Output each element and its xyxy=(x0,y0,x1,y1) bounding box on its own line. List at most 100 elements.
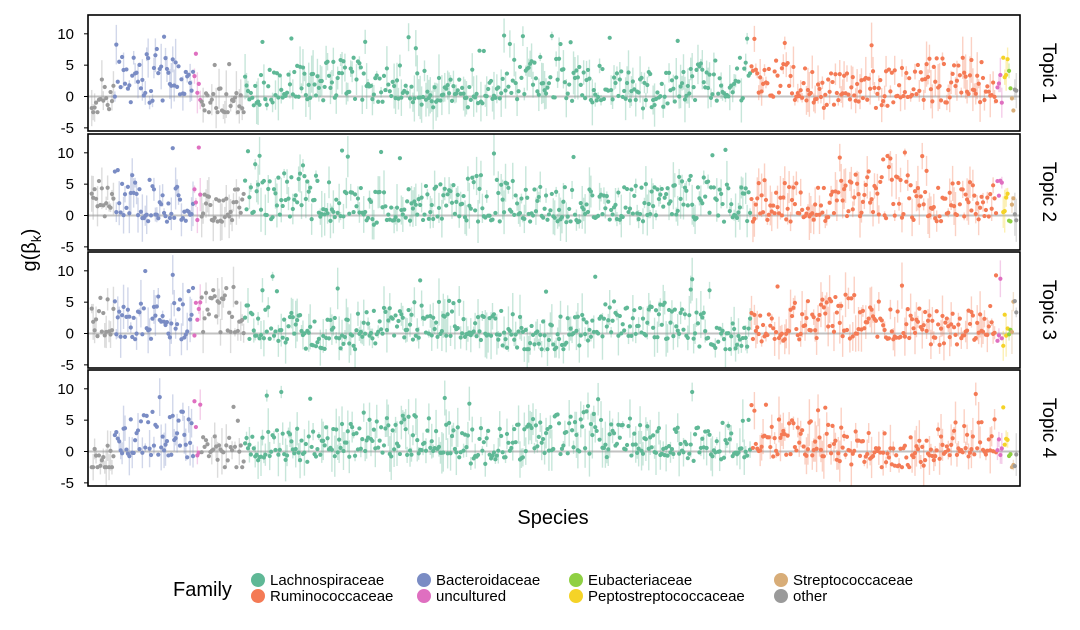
legend-swatch xyxy=(417,573,431,587)
species-point xyxy=(753,67,758,72)
species-point xyxy=(172,215,177,220)
species-point xyxy=(112,94,117,99)
species-point xyxy=(996,81,1002,86)
species-point xyxy=(264,102,269,108)
species-point xyxy=(535,89,540,94)
species-point xyxy=(334,427,339,432)
species-point xyxy=(227,435,232,440)
species-point xyxy=(574,432,579,437)
species-point xyxy=(896,201,902,206)
species-point xyxy=(881,450,886,455)
species-point xyxy=(251,446,256,451)
species-point xyxy=(287,214,293,219)
species-point xyxy=(371,222,376,227)
species-point xyxy=(623,96,628,101)
species-point xyxy=(976,217,981,222)
y-tick-label: 10 xyxy=(57,263,74,280)
species-point xyxy=(444,86,449,91)
species-point xyxy=(585,403,591,409)
species-point xyxy=(358,446,363,451)
species-point xyxy=(821,185,826,191)
species-point xyxy=(102,214,107,219)
species-point xyxy=(627,324,633,329)
species-point xyxy=(144,52,149,57)
species-point xyxy=(478,173,484,178)
species-point xyxy=(766,435,771,440)
species-point xyxy=(377,438,382,443)
species-point xyxy=(726,186,731,191)
species-point xyxy=(124,205,129,210)
species-point xyxy=(580,424,585,429)
species-point xyxy=(406,35,411,40)
species-point xyxy=(455,425,460,430)
species-point xyxy=(562,185,567,190)
species-point xyxy=(805,447,811,452)
species-point xyxy=(852,195,857,200)
species-point xyxy=(332,215,337,220)
species-point xyxy=(924,62,929,67)
species-point xyxy=(626,424,631,429)
species-point xyxy=(789,91,795,96)
species-point xyxy=(193,51,198,56)
species-point xyxy=(730,90,735,95)
species-point xyxy=(1005,57,1010,62)
species-point xyxy=(752,216,757,221)
species-point xyxy=(687,313,692,318)
species-point xyxy=(736,79,741,84)
species-point xyxy=(685,335,690,340)
species-point xyxy=(691,458,696,463)
species-point xyxy=(613,202,618,207)
species-point xyxy=(1005,191,1010,196)
species-point xyxy=(787,83,792,88)
species-point xyxy=(656,196,661,202)
species-point xyxy=(607,432,612,437)
species-point xyxy=(503,88,508,93)
species-point xyxy=(115,315,120,320)
species-point xyxy=(700,315,705,320)
species-point xyxy=(419,102,424,107)
species-point xyxy=(794,181,799,186)
species-point xyxy=(130,334,135,340)
species-point xyxy=(156,452,161,457)
species-point xyxy=(727,347,732,352)
species-point xyxy=(104,96,109,101)
species-point xyxy=(879,102,884,108)
species-point xyxy=(999,100,1004,105)
species-point xyxy=(720,328,725,333)
y-tick-label: 10 xyxy=(57,381,74,398)
species-point xyxy=(89,306,94,311)
species-point xyxy=(276,95,281,100)
legend-item: Streptococcaceae xyxy=(774,572,913,589)
species-point xyxy=(415,327,420,332)
species-point xyxy=(643,333,648,338)
species-point xyxy=(724,441,730,446)
species-point xyxy=(711,72,716,77)
species-point xyxy=(406,187,411,192)
species-point xyxy=(943,320,948,325)
species-point xyxy=(934,309,939,314)
species-point xyxy=(499,182,504,187)
species-point xyxy=(283,340,288,345)
species-point xyxy=(671,333,676,339)
species-point xyxy=(834,198,839,203)
species-point xyxy=(325,436,330,441)
species-point xyxy=(899,65,905,71)
species-point xyxy=(337,336,342,341)
species-point xyxy=(584,409,589,414)
species-point xyxy=(672,99,677,104)
species-point xyxy=(846,296,851,301)
species-point xyxy=(559,446,565,451)
species-point xyxy=(176,64,181,69)
species-point xyxy=(326,73,332,78)
species-point xyxy=(370,217,375,222)
species-point xyxy=(729,334,734,339)
species-point xyxy=(386,423,391,428)
species-point xyxy=(694,216,699,221)
species-point xyxy=(496,337,501,342)
species-point xyxy=(192,74,197,79)
species-point xyxy=(837,459,842,464)
species-point xyxy=(512,57,517,62)
species-point xyxy=(652,102,657,108)
species-point xyxy=(934,448,939,453)
species-point xyxy=(581,70,586,75)
